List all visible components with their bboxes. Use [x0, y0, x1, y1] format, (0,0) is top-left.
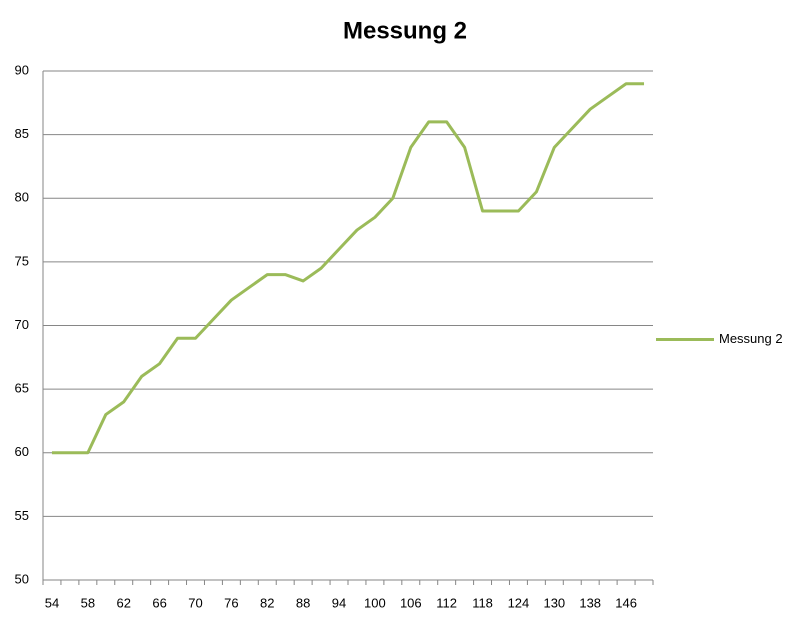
y-tick-label: 70 — [15, 317, 29, 332]
y-tick-label: 90 — [15, 62, 29, 77]
x-tick-label: 94 — [332, 595, 346, 610]
chart-title: Messung 2 — [343, 17, 467, 44]
y-tick-label: 60 — [15, 444, 29, 459]
y-tick-label: 50 — [15, 571, 29, 586]
y-tick-label: 65 — [15, 381, 29, 396]
series-line — [51, 82, 645, 455]
x-tick-label: 118 — [472, 595, 493, 610]
y-tick-label: 80 — [15, 190, 29, 205]
x-tick-label: 62 — [117, 595, 131, 610]
y-tick-label: 85 — [15, 126, 29, 141]
y-tick-label: 75 — [15, 253, 29, 268]
x-tick-label: 100 — [364, 595, 386, 610]
x-tick-label: 82 — [260, 595, 274, 610]
x-tick-label: 124 — [508, 595, 530, 610]
x-tick-label: 88 — [296, 595, 310, 610]
x-tick-label: 106 — [400, 595, 422, 610]
x-tick-label: 66 — [152, 595, 166, 610]
x-tick-label: 54 — [45, 595, 59, 610]
x-tick-label: 58 — [81, 595, 95, 610]
x-tick-label: 112 — [436, 595, 457, 610]
x-tick-label: 146 — [615, 595, 637, 610]
x-tick-label: 76 — [224, 595, 238, 610]
x-tick-label: 70 — [188, 595, 202, 610]
legend-label: Messung 2 — [719, 331, 783, 346]
x-tick-label: 130 — [543, 595, 565, 610]
y-tick-label: 55 — [15, 508, 29, 523]
x-tick-label: 138 — [579, 595, 601, 610]
